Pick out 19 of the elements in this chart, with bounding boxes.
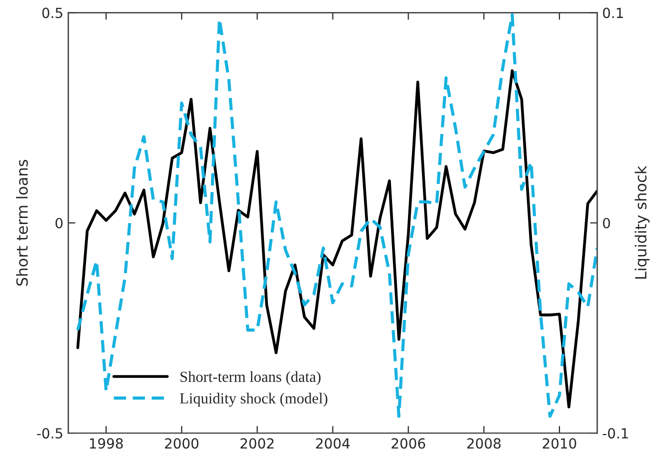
y-tick-label: 0	[56, 218, 63, 228]
y2-axis-title: Liquidity shock	[634, 166, 650, 279]
y-tick-label: -0.5	[37, 428, 62, 439]
x-tick-label: 2000	[165, 438, 198, 449]
line-series	[76, 69, 598, 408]
legend-label: Liquidity shock (model)	[180, 392, 328, 407]
y2-tick-label: 0.1	[602, 8, 623, 18]
y-tick-label: 0.5	[42, 8, 62, 18]
legend-label: Short-term loans (data)	[180, 371, 321, 386]
x-tick-label: 2010	[542, 438, 576, 449]
y2-tick-label: -0.1	[602, 428, 628, 439]
x-tick-label: 1998	[90, 438, 123, 449]
y-axis-title: Short term loans	[16, 160, 28, 286]
x-tick-label: 2004	[316, 438, 350, 449]
y2-tick-label: 0	[602, 218, 610, 228]
line-series	[76, 13, 598, 418]
x-tick-label: 2008	[467, 438, 501, 449]
x-tick-label: 2002	[240, 438, 274, 449]
x-tick-label: 2006	[392, 438, 426, 449]
